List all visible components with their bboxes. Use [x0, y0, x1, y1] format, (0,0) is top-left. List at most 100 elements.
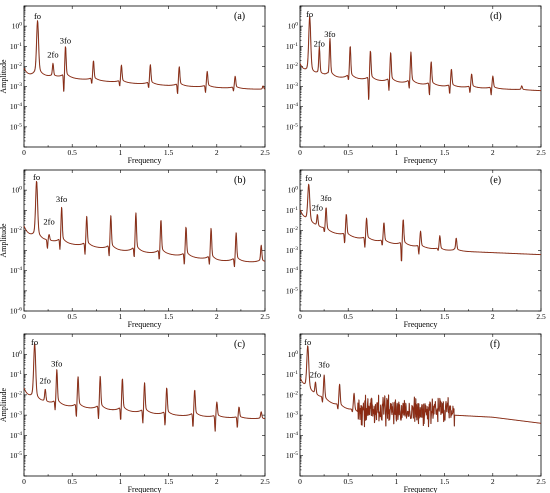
y-tick-label: 10-5 [286, 286, 298, 295]
y-axis-title: Amplitude [0, 223, 8, 258]
harmonic-annotation: 3fo [56, 194, 67, 204]
x-tick-label: 2.5 [260, 148, 270, 157]
x-tick-label: 1.5 [440, 148, 450, 157]
x-tick-label: 0 [298, 148, 302, 157]
harmonic-annotation: 2fo [40, 376, 51, 386]
y-tick-label: 10-1 [10, 42, 22, 51]
y-tick-label: 10-2 [10, 226, 22, 235]
y-tick-label: 10-4 [286, 102, 298, 111]
y-tick-label: 100 [288, 22, 299, 31]
x-tick-label: 2.5 [536, 148, 546, 157]
spectrum-line-shadow [300, 184, 542, 262]
x-tick-label: 2 [215, 312, 219, 321]
harmonic-annotation: fo [33, 172, 40, 182]
y-axis-title: Amplitude [0, 387, 8, 422]
x-tick-label: 0 [22, 148, 26, 157]
y-tick-label: 10-5 [10, 451, 22, 460]
spectrum-line [299, 15, 542, 100]
x-tick-label: 0.5 [344, 148, 354, 157]
x-axis-title: Frequency [128, 156, 162, 165]
panel-label: (e) [490, 175, 501, 186]
x-axis-title: Frequency [404, 485, 438, 493]
y-tick-label: 10-1 [10, 370, 22, 379]
y-tick-label: 10-4 [286, 266, 298, 275]
y-tick-label: 10-3 [10, 82, 22, 91]
panel-c: 0 0.5 1 1.5 2 2.5 100 10-1 10-2 10-3 10-4 10-5 Frequ… [0, 333, 270, 493]
harmonic-annotation: fo [306, 9, 313, 19]
x-tick-label: 0.5 [68, 477, 78, 486]
x-tick-label: 0.5 [344, 477, 354, 486]
y-tick-label: 10-1 [286, 206, 298, 215]
spectrum-line [23, 180, 266, 268]
x-tick-label: 2 [215, 477, 219, 486]
x-tick-label: 1.5 [164, 312, 174, 321]
harmonic-annotation: fo [34, 11, 41, 21]
harmonic-annotation: 2fo [312, 202, 323, 212]
panel-a: 0 0.5 1 1.5 2 2.5 100 10-1 10-2 10-3 10-4 10-5 Frequ… [0, 5, 270, 165]
y-tick-label: 100 [12, 22, 23, 31]
y-tick-label: 10-1 [286, 42, 298, 51]
x-tick-label: 2 [491, 148, 495, 157]
spectrum-line [23, 20, 266, 94]
plot-frame [299, 333, 542, 477]
y-tick-label: 10-1 [286, 370, 298, 379]
panel-label: (c) [234, 339, 245, 350]
y-tick-label: 100 [288, 350, 299, 359]
panel-d: 0 0.5 1 1.5 2 2.5 100 10-1 10-2 10-3 10-4 10-5 Frequ… [286, 5, 546, 165]
plot-frame [299, 169, 542, 312]
harmonic-annotation: 2fo [310, 370, 321, 380]
harmonic-annotation: 3fo [51, 358, 62, 368]
x-tick-label: 0.5 [68, 148, 78, 157]
y-tick-label: 10-2 [286, 226, 298, 235]
y-tick-label: 10-4 [10, 102, 22, 111]
harmonic-annotation: 2fo [43, 216, 54, 226]
y-tick-label: 100 [12, 350, 23, 359]
y-tick-label: 10-3 [286, 82, 298, 91]
harmonic-annotation: 3fo [320, 193, 331, 203]
y-tick-label: 10-4 [10, 266, 22, 275]
x-tick-label: 1 [119, 148, 123, 157]
x-axis-title: Frequency [128, 485, 162, 493]
harmonic-annotation: 2fo [47, 49, 58, 59]
spectrum-line [299, 183, 542, 262]
x-tick-label: 1 [395, 312, 399, 321]
y-tick-label: 10-5 [10, 122, 22, 131]
harmonic-annotation: 3fo [60, 35, 71, 45]
spectrum-line-shadow [300, 16, 542, 100]
x-tick-label: 1 [119, 477, 123, 486]
plot-frame [23, 333, 266, 477]
panel-e: 0 0.5 1 1.5 2 2.5 100 10-1 10-2 10-3 10-4 10-5 Frequ… [286, 169, 546, 329]
x-tick-label: 1 [395, 148, 399, 157]
x-tick-label: 1.5 [440, 312, 450, 321]
x-tick-label: 0 [298, 477, 302, 486]
x-tick-label: 0.5 [344, 312, 354, 321]
x-tick-label: 2.5 [260, 477, 270, 486]
panel-f: 0 0.5 1 1.5 2 2.5 100 10-1 10-2 10-3 10-4 10-5 Frequ… [286, 333, 546, 493]
panel-label: (d) [490, 11, 502, 22]
harmonic-annotation: fo [304, 337, 311, 347]
y-tick-label: 10-3 [286, 411, 298, 420]
panel-label: (f) [490, 339, 500, 350]
x-axis-title: Frequency [128, 320, 162, 329]
x-tick-label: 1.5 [164, 477, 174, 486]
x-tick-label: 0.5 [68, 312, 78, 321]
harmonic-annotation: 2fo [314, 38, 325, 48]
x-tick-label: 1 [119, 312, 123, 321]
x-tick-label: 1.5 [440, 477, 450, 486]
harmonic-annotation: fo [305, 173, 312, 183]
y-tick-label: 10-2 [286, 62, 298, 71]
x-tick-label: 0 [22, 477, 26, 486]
x-tick-label: 1.5 [164, 148, 174, 157]
x-tick-label: 2 [215, 148, 219, 157]
x-tick-label: 2.5 [536, 312, 546, 321]
x-axis-title: Frequency [404, 156, 438, 165]
y-tick-label: 100 [288, 186, 299, 195]
y-axis-title: Amplitude [0, 59, 8, 94]
x-tick-label: 0 [298, 312, 302, 321]
spectrum-line [299, 345, 542, 428]
y-tick-label: 10-5 [286, 122, 298, 131]
x-tick-label: 2.5 [536, 477, 546, 486]
y-tick-label: 10-2 [10, 62, 22, 71]
y-tick-label: 10-3 [10, 411, 22, 420]
